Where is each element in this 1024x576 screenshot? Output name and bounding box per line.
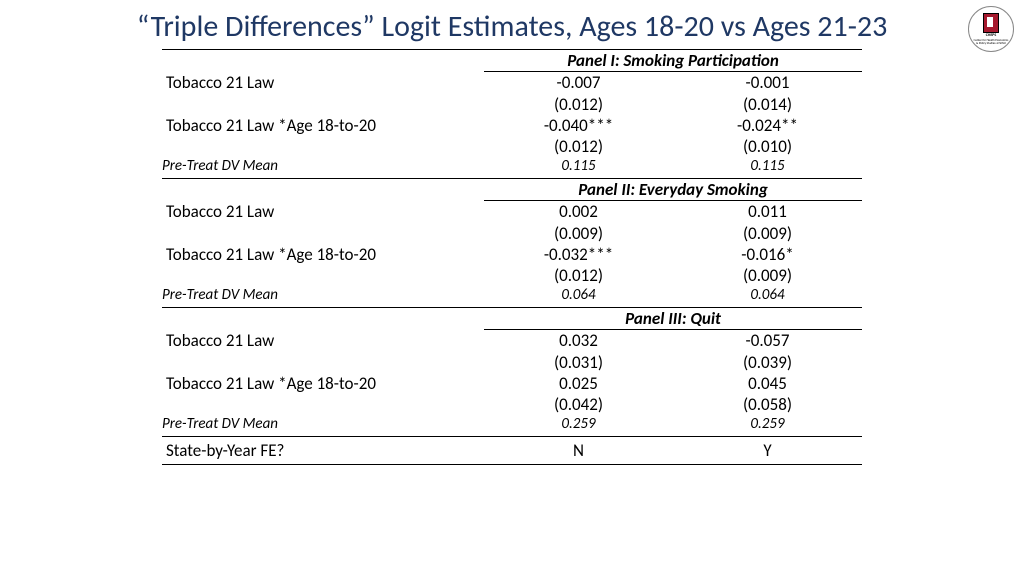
cell: -0.024** (673, 115, 862, 136)
mean-row: Pre-Treat DV Mean 0.259 0.259 (162, 415, 862, 436)
cell: -0.016* (673, 244, 862, 265)
cell-se: (0.009) (673, 265, 862, 286)
cell: -0.057 (673, 330, 862, 352)
row-label: Tobacco 21 Law (162, 72, 484, 94)
table-row: (0.042) (0.058) (162, 394, 862, 415)
cell: -0.040*** (484, 115, 673, 136)
cell-se: (0.039) (673, 352, 862, 373)
cell: 0.064 (673, 286, 862, 307)
row-label: Pre-Treat DV Mean (162, 157, 484, 178)
table-row: (0.012) (0.010) (162, 136, 862, 157)
cell-se: (0.012) (484, 136, 673, 157)
cell-se: (0.058) (673, 394, 862, 415)
cell: Y (673, 437, 862, 465)
cell: 0.064 (484, 286, 673, 307)
table-row: Tobacco 21 Law 0.032 -0.057 (162, 330, 862, 352)
table-row: (0.031) (0.039) (162, 352, 862, 373)
row-label: State-by-Year FE? (162, 437, 484, 465)
footer-row: State-by-Year FE? N Y (162, 437, 862, 465)
results-table: Panel I: Smoking Participation Tobacco 2… (162, 49, 862, 465)
cheps-logo: CHEPS Center for Health Economics & Poli… (968, 6, 1014, 52)
table-row: (0.009) (0.009) (162, 223, 862, 244)
shield-icon (983, 13, 999, 33)
cell: 0.025 (484, 373, 673, 394)
mean-row: Pre-Treat DV Mean 0.115 0.115 (162, 157, 862, 178)
cell: 0.115 (484, 157, 673, 178)
cell: -0.001 (673, 72, 862, 94)
cell: 0.259 (673, 415, 862, 436)
cell-se: (0.042) (484, 394, 673, 415)
row-label: Pre-Treat DV Mean (162, 415, 484, 436)
results-table-container: Panel I: Smoking Participation Tobacco 2… (162, 49, 862, 465)
table-row: (0.012) (0.009) (162, 265, 862, 286)
cell: -0.007 (484, 72, 673, 94)
cell: 0.259 (484, 415, 673, 436)
table-row: Tobacco 21 Law -0.007 -0.001 (162, 72, 862, 94)
mean-row: Pre-Treat DV Mean 0.064 0.064 (162, 286, 862, 307)
row-label: Tobacco 21 Law *Age 18-to-20 (162, 244, 484, 265)
cell-se: (0.009) (484, 223, 673, 244)
cell-se: (0.010) (673, 136, 862, 157)
cell: 0.045 (673, 373, 862, 394)
panel-3-header: Panel III: Quit (484, 308, 862, 330)
cell: 0.032 (484, 330, 673, 352)
page-title: “Triple Differences” Logit Estimates, Ag… (0, 0, 1024, 45)
panel-2-header: Panel II: Everyday Smoking (484, 179, 862, 201)
table-row: Tobacco 21 Law *Age 18-to-20 -0.040*** -… (162, 115, 862, 136)
cell-se: (0.012) (484, 94, 673, 115)
table-row: Tobacco 21 Law *Age 18-to-20 0.025 0.045 (162, 373, 862, 394)
row-label: Tobacco 21 Law (162, 201, 484, 223)
cell: 0.002 (484, 201, 673, 223)
cell: N (484, 437, 673, 465)
panel-1-header: Panel I: Smoking Participation (484, 50, 862, 72)
cell-se: (0.014) (673, 94, 862, 115)
row-label: Pre-Treat DV Mean (162, 286, 484, 307)
logo-subtext-2: & Policy Studies at SDSU (976, 42, 1006, 45)
cell-se: (0.009) (673, 223, 862, 244)
row-label: Tobacco 21 Law *Age 18-to-20 (162, 373, 484, 394)
row-label: Tobacco 21 Law *Age 18-to-20 (162, 115, 484, 136)
table-row: (0.012) (0.014) (162, 94, 862, 115)
cell-se: (0.012) (484, 265, 673, 286)
row-label: Tobacco 21 Law (162, 330, 484, 352)
table-row: Tobacco 21 Law *Age 18-to-20 -0.032*** -… (162, 244, 862, 265)
cell: 0.115 (673, 157, 862, 178)
cell-se: (0.031) (484, 352, 673, 373)
cell: 0.011 (673, 201, 862, 223)
table-row: Tobacco 21 Law 0.002 0.011 (162, 201, 862, 223)
cell: -0.032*** (484, 244, 673, 265)
